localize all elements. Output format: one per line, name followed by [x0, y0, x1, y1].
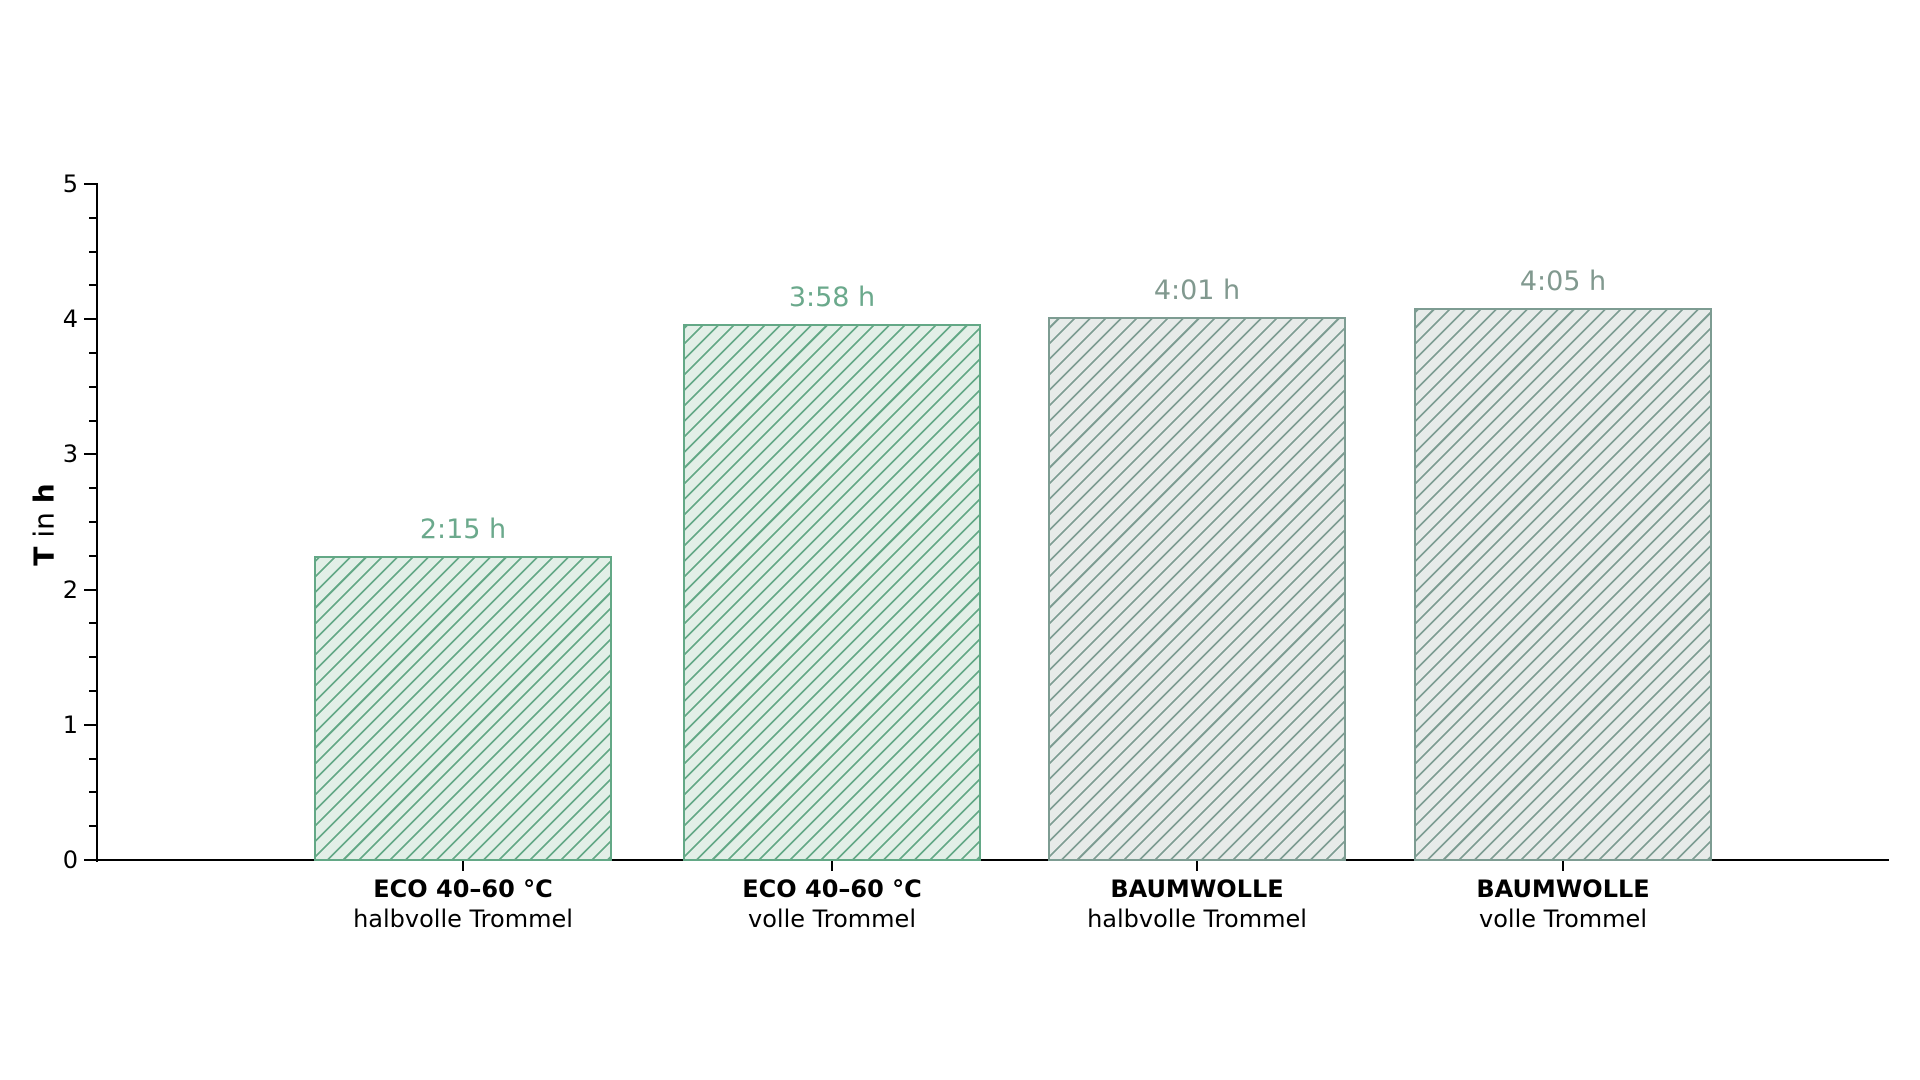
x-category-label: BAUMWOLLE volle Trommel — [1363, 874, 1763, 934]
y-tick-label: 0 — [62, 846, 78, 874]
y-axis-title-symbol: T — [27, 546, 61, 566]
y-major-tick — [84, 183, 96, 185]
y-tick-label: 4 — [62, 305, 78, 334]
x-category-load-condition: volle Trommel — [1479, 905, 1647, 933]
y-major-tick — [84, 318, 96, 321]
bar-value-label: 4:05 h — [1519, 265, 1607, 297]
x-category-program-name: ECO 40–60 °C — [742, 875, 922, 903]
bar-value-label: 4:01 h — [1153, 274, 1241, 306]
bar-gray — [1048, 316, 1346, 861]
y-tick-label: 5 — [62, 170, 78, 198]
y-minor-tick — [89, 825, 96, 828]
y-axis-line — [96, 183, 98, 862]
y-axis-title-infix: in — [27, 503, 61, 547]
y-major-tick — [84, 859, 96, 861]
y-minor-tick — [89, 487, 96, 490]
y-minor-tick — [89, 690, 96, 692]
bar-value-label: 2:15 h — [419, 513, 507, 545]
y-minor-tick — [89, 419, 96, 422]
x-category-label: BAUMWOLLE halbvolle Trommel — [997, 874, 1397, 934]
x-axis-line — [96, 859, 1889, 861]
x-category-label: ECO 40–60 °C volle Trommel — [632, 874, 1032, 934]
y-tick-label: 1 — [62, 710, 78, 739]
y-minor-tick — [89, 791, 96, 794]
bar-value-label: 3:58 h — [788, 281, 876, 313]
y-minor-tick — [89, 284, 96, 287]
x-category-label: ECO 40–60 °C halbvolle Trommel — [263, 874, 663, 934]
x-tick — [831, 861, 833, 871]
x-category-load-condition: volle Trommel — [748, 905, 916, 933]
y-tick-label: 3 — [62, 440, 78, 469]
y-minor-tick — [89, 622, 96, 625]
y-minor-tick — [89, 554, 96, 557]
x-category-program-name: BAUMWOLLE — [1110, 875, 1284, 903]
y-minor-tick — [89, 250, 96, 253]
x-category-program-name: ECO 40–60 °C — [373, 875, 553, 903]
y-minor-tick — [89, 656, 96, 659]
y-minor-tick — [89, 352, 96, 354]
x-category-program-name: BAUMWOLLE — [1476, 875, 1650, 903]
y-major-tick — [84, 723, 96, 726]
y-minor-tick — [89, 385, 96, 388]
y-minor-tick — [89, 521, 96, 523]
bar-green — [683, 323, 981, 861]
y-major-tick — [84, 453, 96, 456]
y-major-tick — [84, 588, 96, 591]
x-category-load-condition: halbvolle Trommel — [353, 905, 573, 933]
x-tick — [1196, 861, 1198, 871]
y-tick-label: 2 — [62, 575, 78, 604]
x-tick — [462, 861, 464, 871]
bar-gray — [1414, 307, 1712, 861]
y-minor-tick — [89, 757, 96, 760]
y-minor-tick — [89, 216, 96, 219]
bar-green — [314, 555, 612, 861]
x-category-load-condition: halbvolle Trommel — [1087, 905, 1307, 933]
y-axis-title-unit: h — [27, 483, 61, 504]
x-tick — [1562, 861, 1564, 871]
